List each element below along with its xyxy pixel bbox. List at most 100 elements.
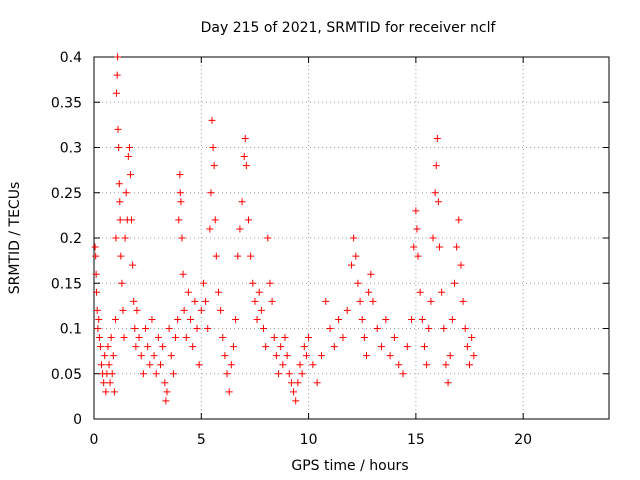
data-point <box>174 315 182 323</box>
data-point <box>163 388 171 396</box>
data-point <box>294 379 302 387</box>
data-point <box>94 325 102 332</box>
data-point <box>234 252 242 260</box>
data-point <box>128 216 136 224</box>
data-point <box>399 370 407 378</box>
data-point <box>229 343 237 351</box>
data-point <box>124 153 132 161</box>
data-point <box>238 198 246 206</box>
data-point <box>309 361 317 369</box>
y-tick-label: 0.4 <box>60 50 82 66</box>
data-point <box>395 361 403 369</box>
data-point <box>204 325 212 332</box>
x-tick-label: 5 <box>197 432 206 448</box>
data-point <box>296 361 304 369</box>
data-point <box>348 261 355 269</box>
data-point <box>165 325 173 332</box>
data-point <box>102 388 110 396</box>
data-point <box>440 325 448 332</box>
data-point <box>369 297 377 305</box>
data-point <box>167 352 175 360</box>
data-point <box>453 243 461 251</box>
data-point <box>260 325 268 332</box>
data-point <box>425 325 433 332</box>
data-point <box>455 216 463 224</box>
data-point <box>101 352 109 360</box>
data-point <box>287 379 295 387</box>
data-point <box>109 352 117 360</box>
data-point <box>107 334 115 342</box>
data-point <box>217 306 225 314</box>
data-point <box>414 252 422 260</box>
data-point <box>106 379 114 387</box>
data-point <box>448 315 456 323</box>
data-point <box>211 216 219 224</box>
y-axis-label: SRMTID / TECUs <box>7 182 23 295</box>
data-point <box>152 370 160 378</box>
data-point <box>403 343 411 351</box>
data-point <box>91 243 99 251</box>
data-point <box>277 343 285 351</box>
data-point <box>247 252 255 260</box>
data-point <box>290 388 298 396</box>
data-point <box>98 361 106 369</box>
data-point <box>466 361 474 369</box>
axis-ticks: 0 0.05 0.1 0.15 0.2 0.25 0.3 0.35 0.4 0 5 10 15 20 <box>51 50 609 448</box>
data-point <box>242 162 250 170</box>
data-point <box>330 343 338 351</box>
data-point <box>169 370 177 378</box>
data-point <box>175 216 183 224</box>
data-point <box>470 352 478 360</box>
data-point <box>206 225 214 233</box>
data-point <box>354 279 362 287</box>
data-point <box>116 216 124 224</box>
grid-lines <box>94 57 609 419</box>
data-point <box>96 343 104 351</box>
data-point <box>275 370 283 378</box>
data-point <box>212 252 220 260</box>
data-point <box>367 270 375 278</box>
data-point <box>268 297 276 305</box>
data-point <box>444 379 452 387</box>
data-point <box>157 361 165 369</box>
chart-title: Day 215 of 2021, SRMTID for receiver ncl… <box>201 20 497 36</box>
x-tick-label: 10 <box>300 432 318 448</box>
data-point <box>139 370 147 378</box>
data-point <box>356 297 364 305</box>
data-point <box>438 288 446 296</box>
data-point <box>119 306 127 314</box>
data-point <box>179 270 187 278</box>
data-point <box>144 343 152 351</box>
data-point <box>335 315 343 323</box>
data-point <box>142 325 149 332</box>
data-point <box>386 352 394 360</box>
data-point <box>251 297 259 305</box>
y-tick-label: 0.15 <box>51 276 82 292</box>
data-point <box>115 180 123 188</box>
data-point <box>253 315 261 323</box>
data-point <box>214 288 222 296</box>
data-point <box>442 361 450 369</box>
y-tick-label: 0.35 <box>51 95 82 111</box>
data-points <box>91 53 478 405</box>
data-point <box>135 334 143 342</box>
y-tick-label: 0.2 <box>60 231 82 247</box>
data-point <box>245 216 252 224</box>
data-point <box>236 225 244 233</box>
data-point <box>413 225 421 233</box>
data-point <box>457 261 465 269</box>
data-point <box>172 334 180 342</box>
data-point <box>281 334 289 342</box>
data-point <box>432 162 440 170</box>
data-point <box>193 325 201 332</box>
x-axis-label: GPS time / hours <box>291 458 408 474</box>
x-tick-label: 15 <box>407 432 425 448</box>
data-point <box>305 334 313 342</box>
data-point <box>114 53 122 61</box>
data-point <box>352 252 360 260</box>
data-point <box>187 315 195 323</box>
data-point <box>257 306 265 314</box>
data-point <box>132 343 140 351</box>
data-point <box>350 234 358 242</box>
data-point <box>177 198 185 206</box>
